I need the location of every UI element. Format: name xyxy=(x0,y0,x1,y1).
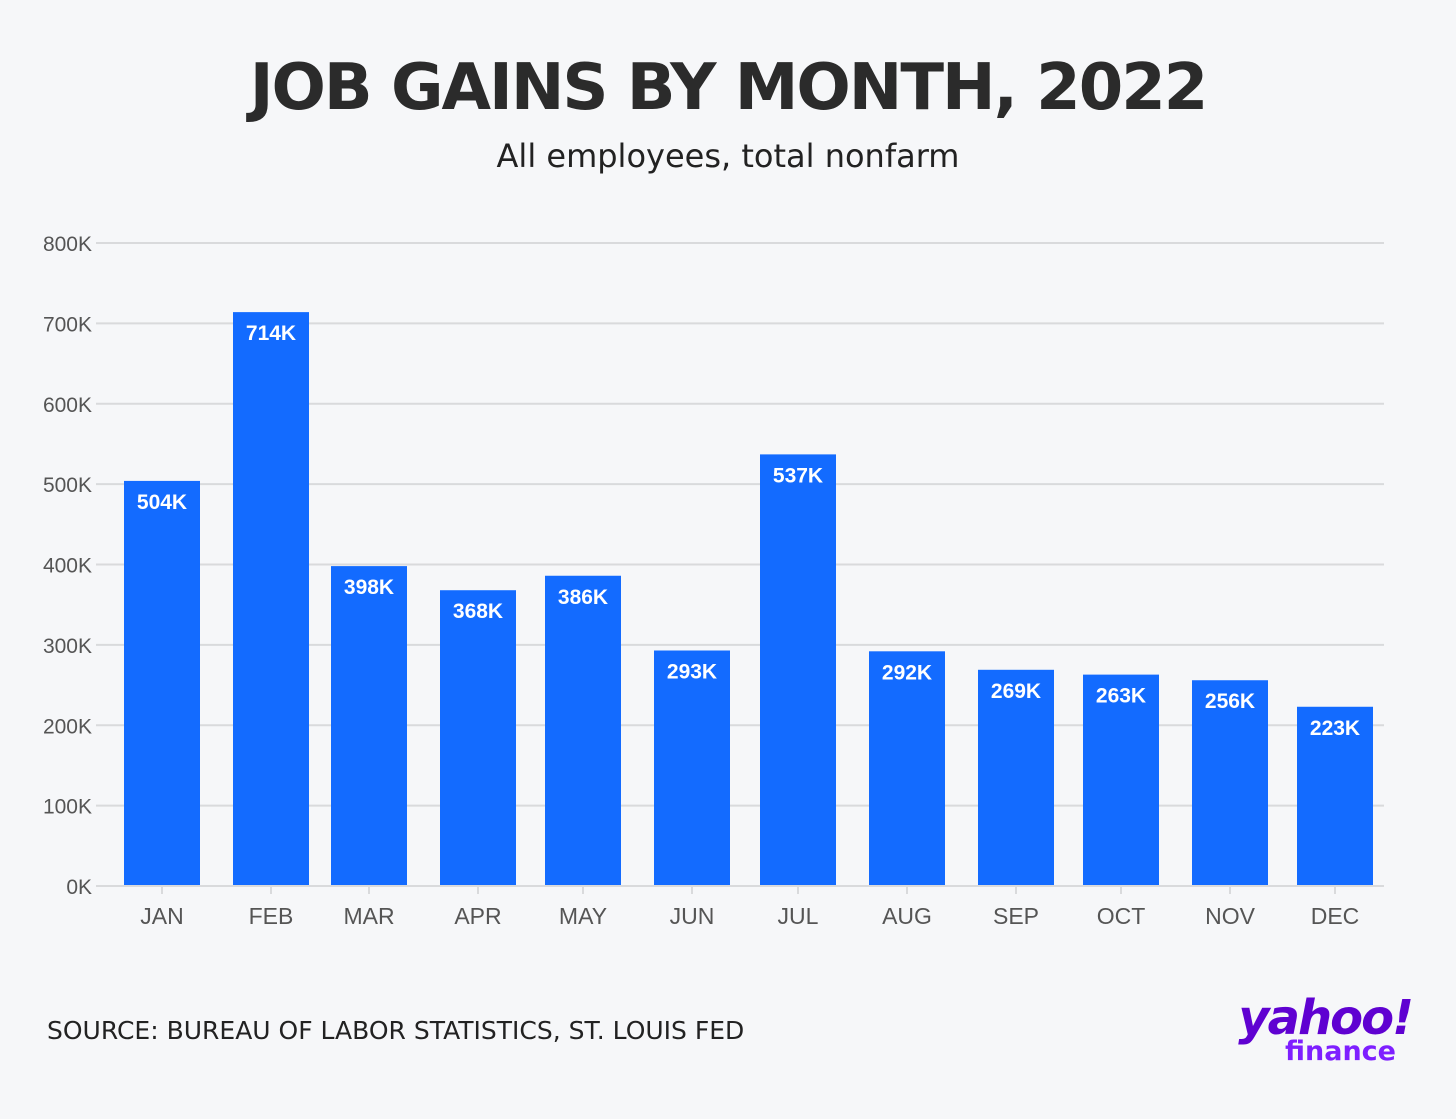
data-label: 223K xyxy=(1310,717,1360,740)
x-tick-label: JAN xyxy=(140,903,183,929)
data-label: 263K xyxy=(1096,685,1146,708)
y-tick-label: 400K xyxy=(43,555,92,578)
x-tick-label: NOV xyxy=(1205,903,1256,929)
data-label: 537K xyxy=(773,464,823,487)
bar-mar xyxy=(331,566,407,886)
bar-jun xyxy=(654,650,730,886)
data-label: 269K xyxy=(991,680,1041,703)
bar-sep xyxy=(978,669,1054,886)
x-axis: JAN FEB MAR APR MAY JUN JUL AUG SEP OCT NOV DEC xyxy=(140,886,1359,929)
x-tick-label: DEC xyxy=(1311,903,1360,929)
x-tick-label: SEP xyxy=(993,903,1039,929)
x-tick-label: MAR xyxy=(343,903,394,929)
x-tick-label: FEB xyxy=(249,903,294,929)
logo-wordmark: yahoo! xyxy=(1238,990,1414,1046)
chart-title: JOB GAINS BY MONTH, 2022 xyxy=(249,51,1209,125)
data-label: 386K xyxy=(558,586,608,609)
y-tick-label: 700K xyxy=(43,313,92,336)
y-tick-label: 100K xyxy=(43,796,92,819)
y-tick-label: 200K xyxy=(43,715,92,738)
data-label: 504K xyxy=(137,491,187,514)
logo-subtext: finance xyxy=(1285,1036,1396,1067)
y-tick-label: 600K xyxy=(43,394,92,417)
data-label: 292K xyxy=(882,661,932,684)
bar-dec xyxy=(1297,706,1373,886)
bar-may xyxy=(545,575,621,886)
x-tick-label: MAY xyxy=(559,903,607,929)
bar-nov xyxy=(1192,680,1268,886)
bar-oct xyxy=(1083,674,1159,886)
bar-jan xyxy=(124,480,200,886)
bar-jul xyxy=(760,454,836,886)
bar-aug xyxy=(869,651,945,886)
bar-apr xyxy=(440,590,516,886)
y-tick-label: 500K xyxy=(43,474,92,497)
x-tick-label: OCT xyxy=(1097,903,1146,929)
source-note: SOURCE: BUREAU OF LABOR STATISTICS, ST. … xyxy=(47,1016,745,1045)
data-label: 398K xyxy=(344,576,394,599)
y-axis: 0K 100K 200K 300K 400K 500K 600K 700K 800K xyxy=(43,233,92,899)
chart-subtitle: All employees, total nonfarm xyxy=(496,137,960,175)
bar-feb xyxy=(233,312,309,886)
y-tick-label: 300K xyxy=(43,635,92,658)
data-label: 714K xyxy=(246,322,296,345)
data-label: 368K xyxy=(453,600,503,623)
data-label: 293K xyxy=(667,661,717,684)
yahoo-finance-logo: yahoo! finance xyxy=(1212,988,1414,1078)
x-tick-label: JUL xyxy=(778,903,819,929)
x-tick-label: APR xyxy=(454,903,501,929)
bars: 504K 714K 398K 368K 386K 293K 537K 292K 269K 263K… xyxy=(124,312,1373,886)
y-tick-label: 0K xyxy=(66,876,92,899)
x-tick-label: JUN xyxy=(670,903,715,929)
data-label: 256K xyxy=(1205,690,1255,713)
y-tick-label: 800K xyxy=(43,233,92,256)
gridlines xyxy=(96,242,1384,807)
x-tick-label: AUG xyxy=(882,903,932,929)
